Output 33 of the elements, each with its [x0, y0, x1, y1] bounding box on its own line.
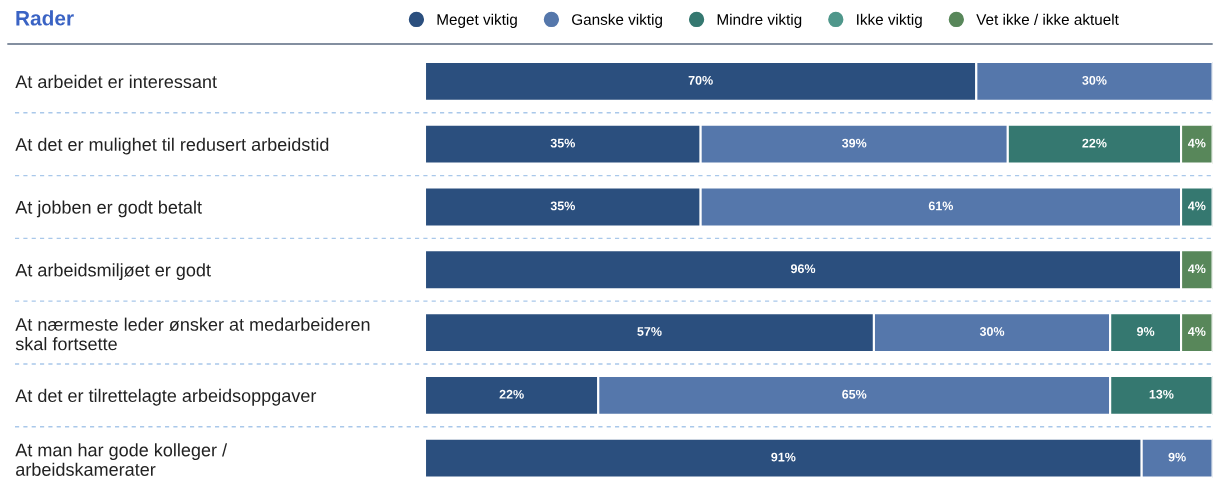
data-label: 30%: [1082, 75, 1107, 85]
y-tick-label: At jobben er godt betalt: [15, 200, 202, 218]
data-label: 96%: [790, 264, 816, 274]
data-label: 22%: [1082, 138, 1107, 148]
legend-label: Vet ikke / ikke aktuelt: [976, 13, 1119, 25]
y-tick-label: At arbeidet er interessant: [15, 74, 217, 89]
y-tick-label: At nærmeste leder ønsker at medarbeideren skal fortsette: [15, 317, 370, 351]
data-label: 9%: [1168, 452, 1186, 462]
data-label: 70%: [688, 75, 713, 85]
data-label: 4%: [1187, 327, 1206, 336]
legend-label: Ikke viktig: [857, 13, 922, 28]
y-tick-label: At det er tilrettelagte arbeidsoppgaver: [15, 388, 317, 406]
data-label: 9%: [1137, 327, 1155, 336]
data-label: 57%: [637, 327, 662, 336]
data-label: 4%: [1187, 201, 1206, 211]
y-tick-label: At man har gode kolleger / arbeidskamerater: [15, 443, 228, 476]
y-tick-label: At det er mulighet til redusert arbeidstid: [15, 137, 329, 155]
data-label: 4%: [1187, 264, 1206, 274]
legend-label: Ganske viktig: [572, 13, 662, 28]
legend-label: Meget viktig: [437, 13, 517, 28]
data-label: 35%: [550, 201, 575, 211]
data-label: 4%: [1187, 138, 1206, 148]
data-label: 65%: [842, 389, 867, 399]
data-label: 22%: [499, 389, 524, 399]
legend-label: Mindre viktig: [717, 13, 802, 28]
data-label: 30%: [979, 327, 1005, 336]
data-label: 39%: [842, 138, 867, 148]
y-tick-label: At arbeidsmiljøet er godt: [15, 263, 211, 281]
data-label: 91%: [771, 452, 796, 462]
text: Rader: [16, 10, 74, 26]
data-label: 61%: [928, 201, 954, 211]
data-label: 13%: [1149, 389, 1174, 399]
data-label: 35%: [550, 138, 575, 148]
